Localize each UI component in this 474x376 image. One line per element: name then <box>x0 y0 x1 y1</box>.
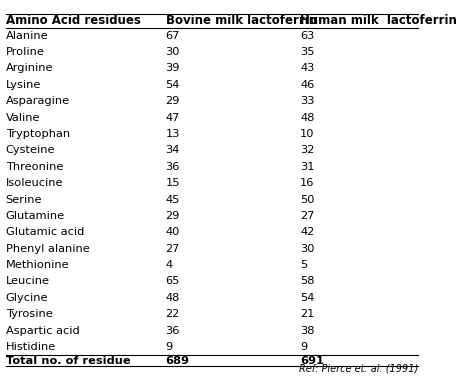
Text: 50: 50 <box>300 194 315 205</box>
Text: Asparagine: Asparagine <box>6 96 70 106</box>
Text: 16: 16 <box>300 178 315 188</box>
Text: Valine: Valine <box>6 113 40 123</box>
Text: 22: 22 <box>165 309 180 319</box>
Text: 689: 689 <box>165 356 190 366</box>
Text: 10: 10 <box>300 129 315 139</box>
Text: Histidine: Histidine <box>6 342 56 352</box>
Text: 45: 45 <box>165 194 180 205</box>
Text: 4: 4 <box>165 260 173 270</box>
Text: Human milk  lactoferrin: Human milk lactoferrin <box>300 15 457 27</box>
Text: 38: 38 <box>300 326 315 336</box>
Text: 42: 42 <box>300 227 314 237</box>
Text: 27: 27 <box>165 244 180 254</box>
Text: Threonine: Threonine <box>6 162 63 172</box>
Text: 54: 54 <box>300 293 315 303</box>
Text: 691: 691 <box>300 356 324 366</box>
Text: 9: 9 <box>300 342 308 352</box>
Text: 48: 48 <box>165 293 180 303</box>
Text: 35: 35 <box>300 47 315 57</box>
Text: Glutamine: Glutamine <box>6 211 65 221</box>
Text: Isoleucine: Isoleucine <box>6 178 63 188</box>
Text: 9: 9 <box>165 342 173 352</box>
Text: 40: 40 <box>165 227 180 237</box>
Text: 29: 29 <box>165 211 180 221</box>
Text: 32: 32 <box>300 146 315 155</box>
Text: 63: 63 <box>300 31 315 41</box>
Text: 48: 48 <box>300 113 315 123</box>
Text: 33: 33 <box>300 96 315 106</box>
Text: 31: 31 <box>300 162 315 172</box>
Text: 39: 39 <box>165 64 180 73</box>
Text: 34: 34 <box>165 146 180 155</box>
Text: Arginine: Arginine <box>6 64 53 73</box>
Text: Total no. of residue: Total no. of residue <box>6 356 130 366</box>
Text: 5: 5 <box>300 260 308 270</box>
Text: Methionine: Methionine <box>6 260 69 270</box>
Text: 30: 30 <box>300 244 315 254</box>
Text: 30: 30 <box>165 47 180 57</box>
Text: Ref: Pierce et. al. (1991): Ref: Pierce et. al. (1991) <box>299 363 418 373</box>
Text: 21: 21 <box>300 309 315 319</box>
Text: 29: 29 <box>165 96 180 106</box>
Text: 36: 36 <box>165 326 180 336</box>
Text: 36: 36 <box>165 162 180 172</box>
Text: Serine: Serine <box>6 194 42 205</box>
Text: Cysteine: Cysteine <box>6 146 55 155</box>
Text: Phenyl alanine: Phenyl alanine <box>6 244 89 254</box>
Text: Tyrosine: Tyrosine <box>6 309 52 319</box>
Text: Proline: Proline <box>6 47 45 57</box>
Text: 58: 58 <box>300 276 315 287</box>
Text: Glycine: Glycine <box>6 293 48 303</box>
Text: Bovine milk lactoferrin: Bovine milk lactoferrin <box>165 15 317 27</box>
Text: 43: 43 <box>300 64 315 73</box>
Text: Leucine: Leucine <box>6 276 50 287</box>
Text: Amino Acid residues: Amino Acid residues <box>6 15 140 27</box>
Text: Aspartic acid: Aspartic acid <box>6 326 79 336</box>
Text: 65: 65 <box>165 276 180 287</box>
Text: 67: 67 <box>165 31 180 41</box>
Text: Lysine: Lysine <box>6 80 41 90</box>
Text: Glutamic acid: Glutamic acid <box>6 227 84 237</box>
Text: 47: 47 <box>165 113 180 123</box>
Text: Alanine: Alanine <box>6 31 48 41</box>
Text: 13: 13 <box>165 129 180 139</box>
Text: 54: 54 <box>165 80 180 90</box>
Text: 15: 15 <box>165 178 180 188</box>
Text: 27: 27 <box>300 211 315 221</box>
Text: Tryptophan: Tryptophan <box>6 129 70 139</box>
Text: 46: 46 <box>300 80 314 90</box>
